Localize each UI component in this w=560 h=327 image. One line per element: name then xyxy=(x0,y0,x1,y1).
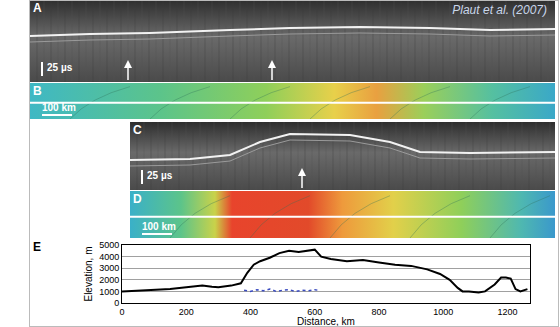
svg-text:5000: 5000 xyxy=(99,240,119,250)
svg-text:Distance, km: Distance, km xyxy=(297,316,355,327)
svg-text:800: 800 xyxy=(371,307,386,317)
svg-text:1000: 1000 xyxy=(433,307,453,317)
html-text:100 km: 100 km xyxy=(142,221,176,232)
svg-text:4000: 4000 xyxy=(99,252,119,262)
html-text:100 km: 100 km xyxy=(42,102,76,113)
svg-text:1200: 1200 xyxy=(497,307,517,317)
svg-text:0: 0 xyxy=(114,298,119,308)
svg-text:200: 200 xyxy=(179,307,194,317)
html-text:A: A xyxy=(33,1,42,15)
html-text:25 µs: 25 µs xyxy=(147,170,173,181)
svg-text:600: 600 xyxy=(307,307,322,317)
html-text:25 µs: 25 µs xyxy=(47,62,73,73)
svg-text:Elevation, m: Elevation, m xyxy=(83,246,94,301)
html-text:Plaut et al. (2007): Plaut et al. (2007) xyxy=(452,3,547,17)
svg-text:1000: 1000 xyxy=(99,287,119,297)
html-text:C: C xyxy=(133,123,142,137)
svg-text:0: 0 xyxy=(119,307,124,317)
html-text:B: B xyxy=(33,84,42,98)
svg-text:2000: 2000 xyxy=(99,275,119,285)
html-text:D: D xyxy=(133,192,142,206)
svg-text:3000: 3000 xyxy=(99,263,119,273)
html-text:E: E xyxy=(33,240,41,254)
svg-text:400: 400 xyxy=(243,307,258,317)
